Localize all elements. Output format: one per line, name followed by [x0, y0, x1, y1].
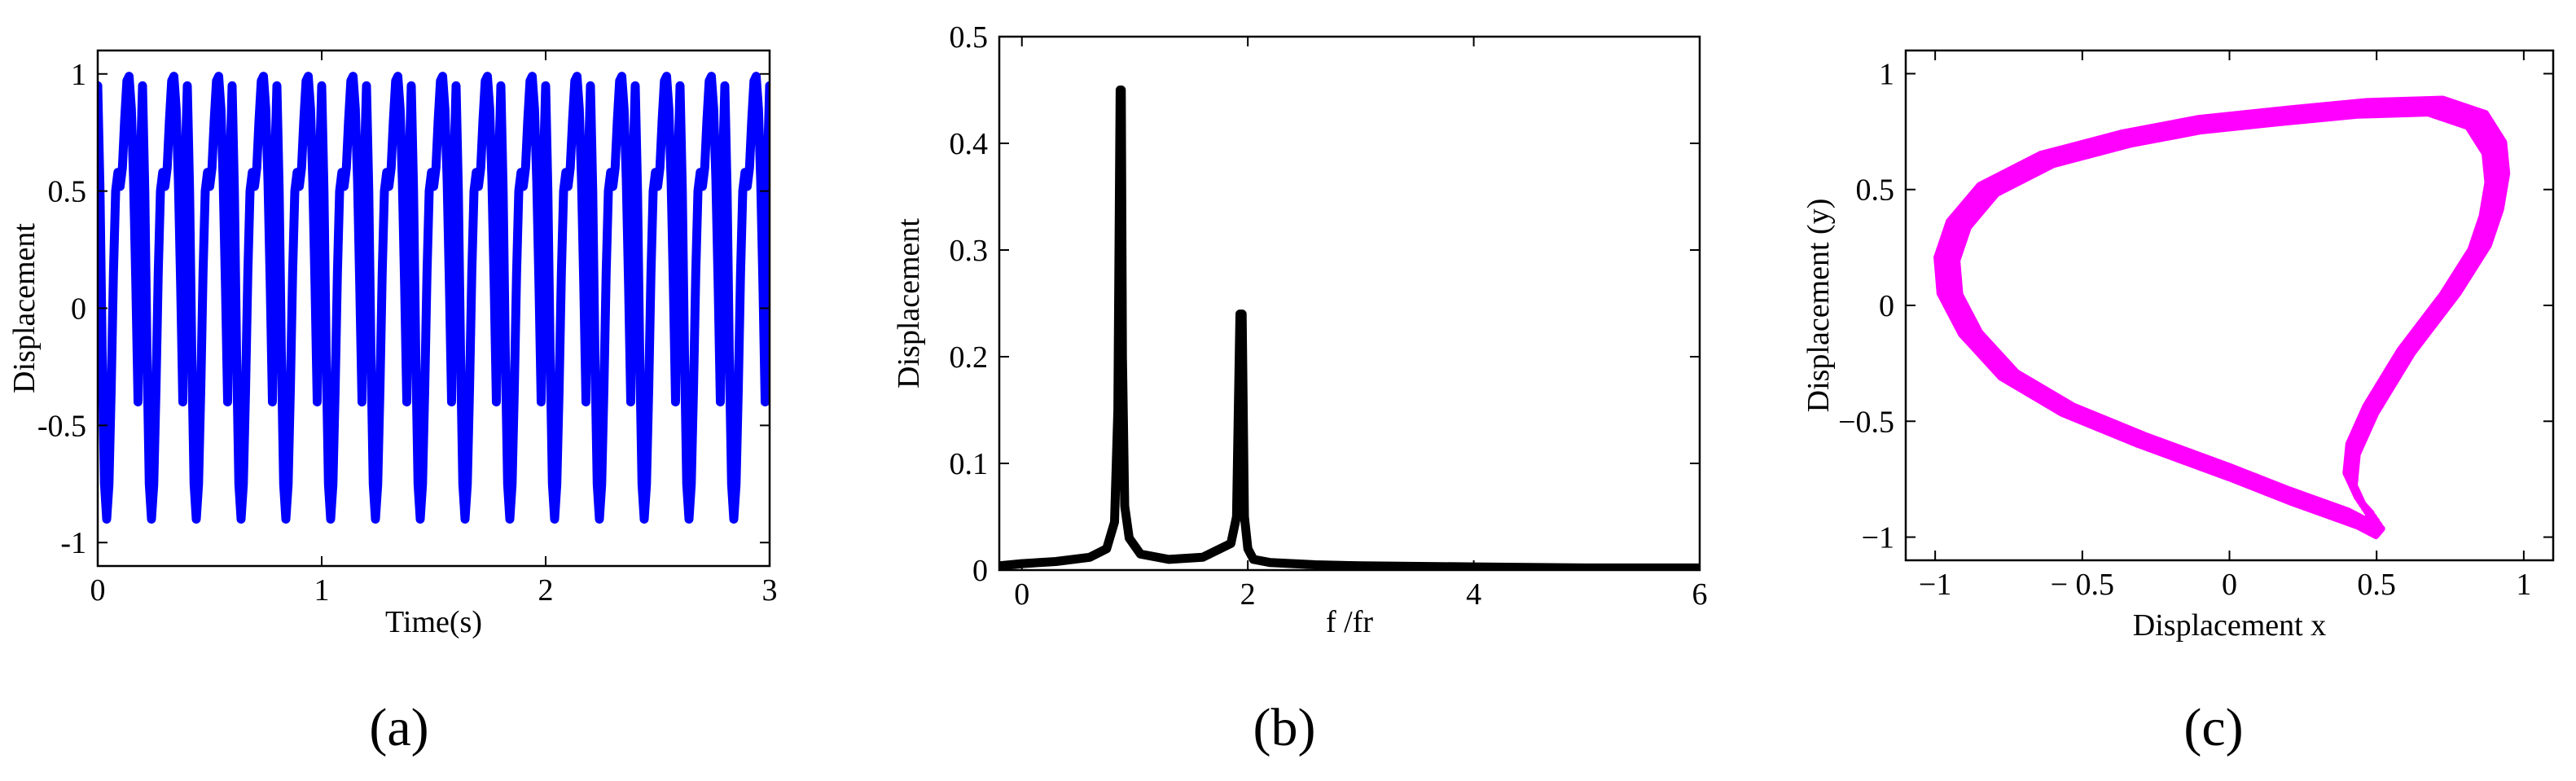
y-axis-label: Displacement (y): [1801, 199, 1836, 413]
axes-frame-b: [998, 35, 1701, 572]
x-tick-label: 0: [1014, 577, 1029, 612]
y-tick-label: 0: [972, 554, 988, 588]
x-tick-label: 1: [314, 573, 330, 608]
x-tick-label: 2: [538, 573, 554, 608]
y-tick-label: −0.5: [1838, 405, 1894, 439]
series-line-a: [98, 72, 770, 524]
x-tick-label: 6: [1692, 577, 1708, 612]
y-tick-label: 0.5: [1856, 173, 1895, 208]
panel-c: −1 − 0.5 0 0.5 1 −1 −0.5 0 0.5 1 Displacement x Dis…: [1801, 49, 2555, 757]
panel-caption: (c): [2183, 698, 2243, 757]
x-tick-label: 2: [1240, 577, 1256, 612]
y-tick-label: 0: [71, 292, 86, 327]
x-tick-label: 0.5: [2357, 568, 2396, 602]
panel-b: 0 2 4 6 0 0.1 0.2 0.3 0.4 0.5 f /fr Displacement (b): [892, 20, 1708, 757]
y-tick-label: 0.5: [950, 20, 989, 55]
y-tick-label: 0.4: [950, 127, 989, 161]
y-tick-label: −1: [1862, 521, 1894, 555]
y-tick-label: 0.3: [950, 234, 989, 268]
panel-a: 0 1 2 3 -1 -0.5 0 0.5 1 Time(s) Displacement (a): [7, 49, 778, 757]
x-tick-label: − 0.5: [2051, 568, 2114, 602]
y-tick-label: 0.5: [48, 175, 87, 209]
y-tick-label: 0: [1879, 289, 1894, 323]
y-axis-label: Displacement: [892, 218, 926, 388]
y-tick-label: 0.2: [950, 340, 989, 375]
x-tick-label: −1: [1919, 568, 1951, 602]
y-axis-label: Displacement: [7, 223, 42, 393]
series-line-c-4: [1933, 95, 2511, 539]
x-axis-label: f /fr: [1326, 605, 1373, 639]
x-tick-label: 0: [90, 573, 106, 608]
x-tick-label: 3: [762, 573, 778, 608]
x-axis-label: Displacement x: [2133, 608, 2326, 643]
panel-caption: (a): [369, 698, 428, 757]
x-tick-label: 0: [2222, 568, 2237, 602]
y-tick-label: -0.5: [37, 409, 86, 443]
series-line-c-0: [1954, 110, 2491, 524]
series-line-b: [999, 86, 1700, 570]
y-tick-label: -1: [60, 526, 86, 560]
y-tick-label: 1: [71, 58, 86, 92]
y-tick-label: 1: [1879, 57, 1894, 91]
x-tick-label: 4: [1466, 577, 1481, 612]
x-tick-label: 1: [2516, 568, 2531, 602]
y-tick-label: 0.1: [950, 447, 989, 481]
panel-caption: (b): [1253, 698, 1316, 757]
x-axis-label: Time(s): [385, 605, 482, 639]
